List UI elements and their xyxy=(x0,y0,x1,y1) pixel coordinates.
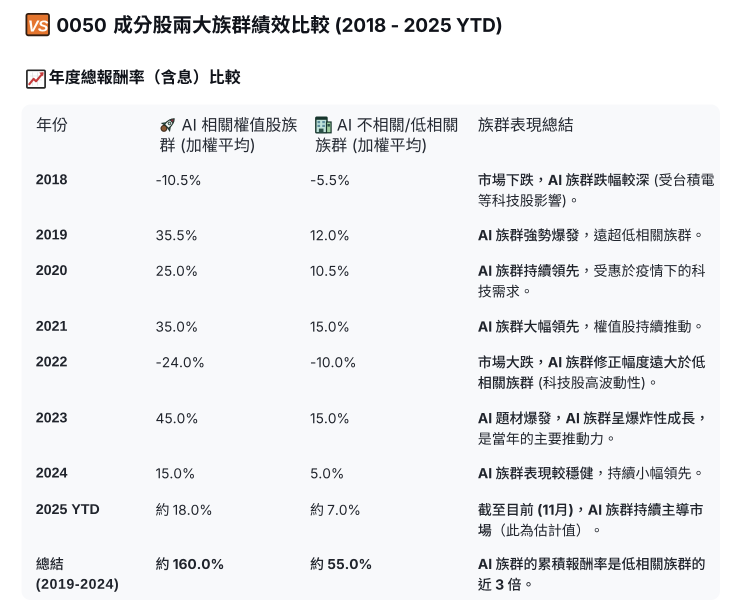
svg-text:VS: VS xyxy=(28,18,49,35)
